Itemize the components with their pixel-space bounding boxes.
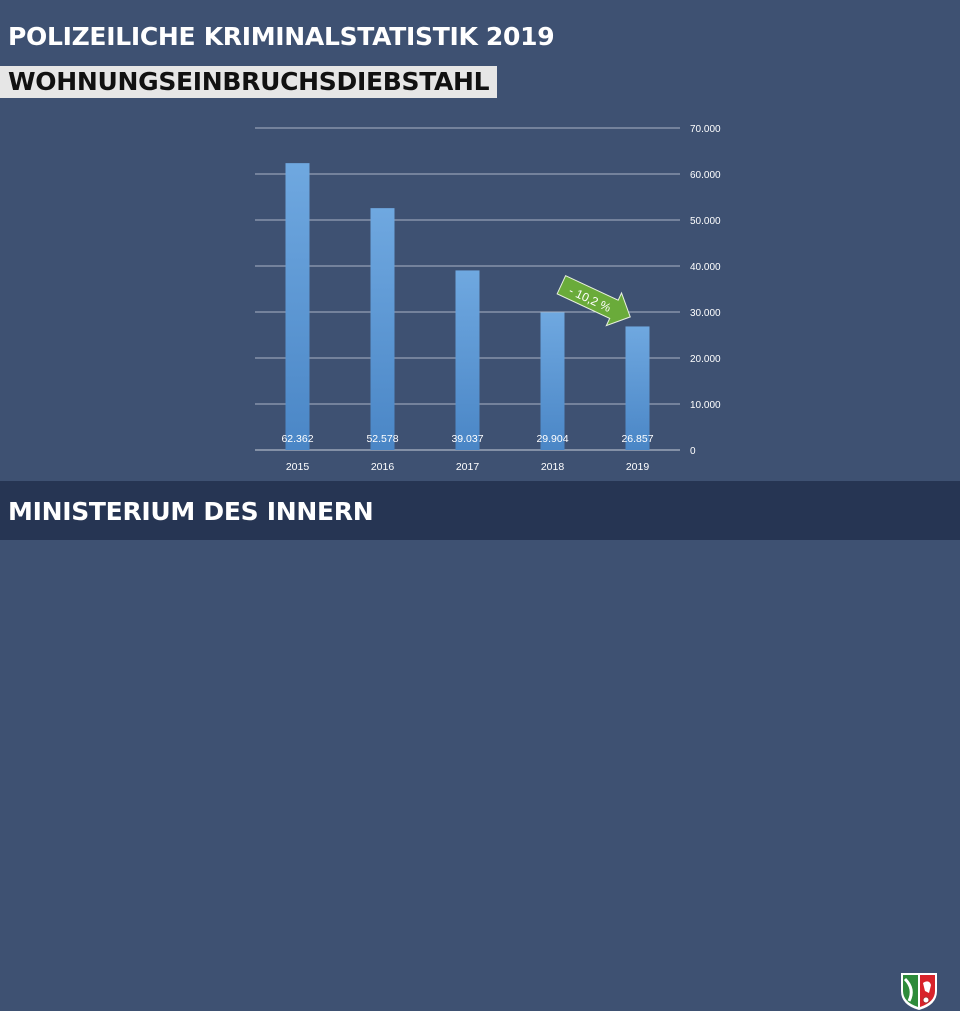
y-tick-label: 50.000 <box>690 216 721 227</box>
y-tick-label: 30.000 <box>690 308 721 319</box>
bar-2017 <box>455 270 480 450</box>
x-tick-label: 2015 <box>286 461 310 473</box>
footer: MINISTERIUM DES INNERN <box>0 481 960 1010</box>
data-label: 62.362 <box>281 433 313 445</box>
change-annotation: - 10,2 % <box>556 275 631 327</box>
page-title: POLIZEILICHE KRIMINALSTATISTIK 2019 <box>8 22 555 51</box>
y-tick-label: 40.000 <box>690 262 721 273</box>
x-tick-label: 2017 <box>456 461 480 473</box>
data-label: 52.578 <box>366 433 398 445</box>
y-tick-label: 20.000 <box>690 354 721 365</box>
bar-2019 <box>625 326 650 450</box>
bar-2015 <box>285 163 310 450</box>
data-label: 39.037 <box>451 433 483 445</box>
x-tick-label: 2016 <box>371 461 395 473</box>
y-tick-label: 0 <box>690 446 696 457</box>
bar-2018 <box>540 312 565 450</box>
ministry-name: MINISTERIUM DES INNERN <box>8 497 374 526</box>
y-tick-label: 60.000 <box>690 170 721 181</box>
data-label: 26.857 <box>621 433 653 445</box>
page-subtitle: WOHNUNGSEINBRUCHSDIEBSTAHL <box>0 66 498 98</box>
nrw-coat-of-arms-icon <box>901 973 937 1010</box>
bar-chart: 0 10.000 20.000 30.000 40.000 50.000 60.000 70.… <box>255 124 721 473</box>
data-label: 29.904 <box>536 433 568 445</box>
y-tick-label: 10.000 <box>690 400 721 411</box>
x-tick-label: 2018 <box>541 461 565 473</box>
arrow-icon <box>556 275 631 327</box>
x-tick-label: 2019 <box>626 461 650 473</box>
y-tick-label: 70.000 <box>690 124 721 135</box>
bar-2016 <box>370 208 395 450</box>
